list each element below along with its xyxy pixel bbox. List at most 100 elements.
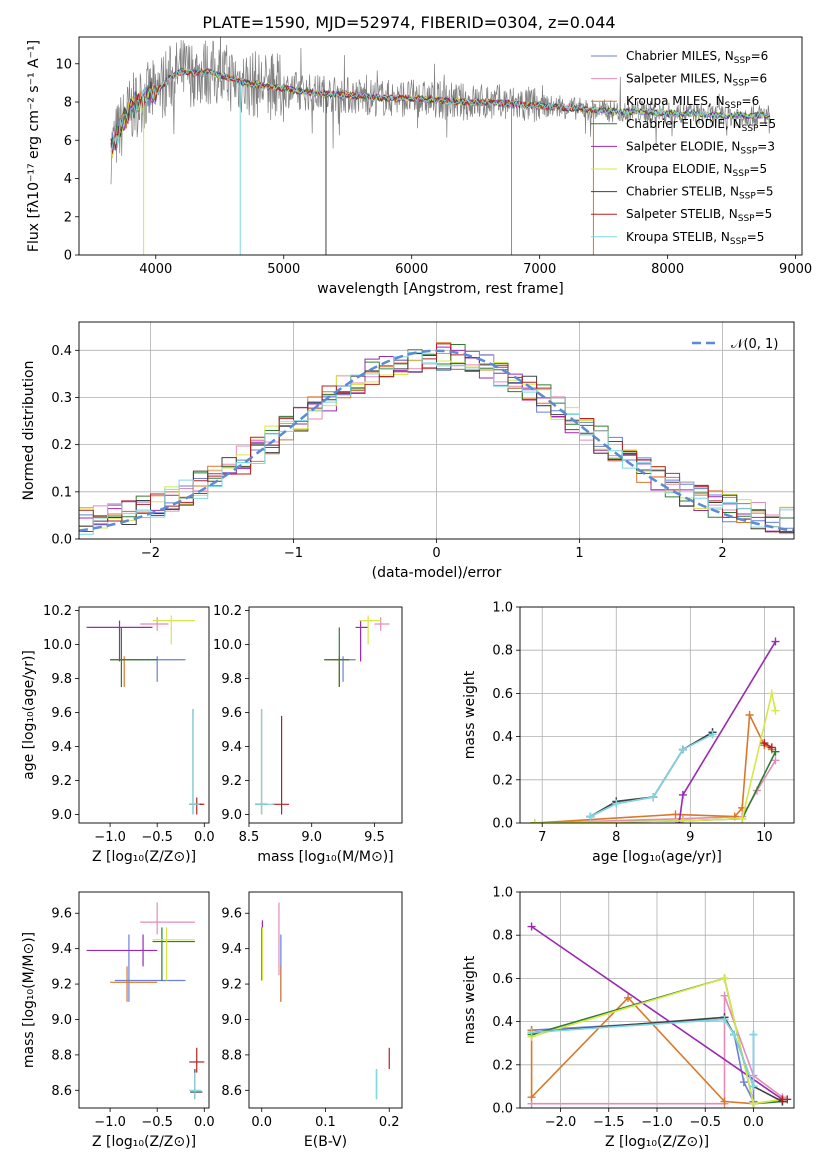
x-tick-label: 0.0 <box>194 830 215 845</box>
legend-label: Salpeter STELIB, NSSP=5 <box>626 207 772 224</box>
panel-2: −2 −1 0 1 2 0.0 0.1 0.2 0.3 0.4 (data-model)/error… <box>21 321 795 581</box>
panel-1: 4000 5000 6000 7000 8000 9000 0 2 4 6 8 10 wavelengt… <box>26 13 812 297</box>
y-tick-label: 2 <box>64 210 72 225</box>
x-tick-label: −0.5 <box>141 1115 173 1130</box>
x-tick-label: 1 <box>575 546 583 561</box>
axes-frame <box>248 891 403 1109</box>
y-tick-label: 9.6 <box>51 706 72 721</box>
mass-weight-marker <box>771 637 780 646</box>
x-tick-label: −1.5 <box>593 1115 625 1130</box>
axes-frame <box>519 606 795 824</box>
legend-label: 𝒩(0, 1) <box>731 337 778 352</box>
y-tick-label: 1.0 <box>492 886 513 901</box>
y-tick-label: 9.4 <box>221 942 242 957</box>
x-tick-label: 0.1 <box>315 1115 336 1130</box>
mass-weight-marker <box>760 739 769 748</box>
model-spectrum-9 <box>110 68 771 155</box>
mass-weight-line-7 <box>589 731 713 818</box>
x-tick-label: 7000 <box>523 262 556 277</box>
histogram-9 <box>79 352 794 535</box>
mass-weight-marker <box>678 816 687 823</box>
mass-weight-marker <box>771 706 780 715</box>
x-tick-label: 0.2 <box>379 1115 400 1130</box>
y-axis-label: mass weight <box>462 670 478 759</box>
y-tick-label: 9.4 <box>221 740 242 755</box>
axes-frame <box>78 36 803 256</box>
x-tick-label: −0.5 <box>689 1115 721 1130</box>
mass-weight-line-6 <box>531 977 783 1105</box>
mass-weight-marker <box>708 730 717 739</box>
y-tick-label: 9.0 <box>221 808 242 823</box>
mass-weight-marker <box>767 743 776 752</box>
mass-weight-marker <box>771 756 780 765</box>
x-tick-label: 9.0 <box>301 830 322 845</box>
y-tick-label: 6 <box>64 134 72 149</box>
x-axis-label: age [log₁₀(age/yr)] <box>592 849 722 865</box>
legend-label: Kroupa MILES, NSSP=6 <box>626 94 759 111</box>
axes-frame <box>78 606 210 824</box>
x-tick-label: 10 <box>756 830 773 845</box>
y-tick-label: 9.2 <box>51 978 72 993</box>
y-tick-label: 0.2 <box>492 1058 513 1073</box>
x-axis-label: wavelength [Angstrom, rest frame] <box>317 281 563 297</box>
y-tick-label: 1.0 <box>492 601 513 616</box>
y-tick-label: 8.6 <box>221 1084 242 1099</box>
y-tick-label: 0.0 <box>492 1102 513 1117</box>
x-tick-label: 6000 <box>395 262 428 277</box>
mass-weight-line-8 <box>763 742 773 749</box>
x-tick-label: 9000 <box>779 262 812 277</box>
mass-weight-marker <box>745 711 754 719</box>
panel-5: 7 8 9 10 0.0 0.2 0.4 0.6 0.8 1.0 age [log₁₀(age/yr… <box>462 601 795 865</box>
mass-weight-marker <box>678 790 687 799</box>
y-tick-label: 0.4 <box>51 344 72 359</box>
mass-weight-marker <box>749 1099 758 1108</box>
y-tick-label: 0.0 <box>492 817 513 832</box>
plot-area <box>86 615 205 815</box>
panel-title: PLATE=1590, MJD=52974, FIBERID=0304, z=0… <box>202 13 615 32</box>
y-tick-label: 9.0 <box>221 1013 242 1028</box>
mass-weight-marker <box>749 1082 758 1091</box>
y-tick-label: 9.4 <box>51 942 72 957</box>
mass-weight-line-3 <box>534 712 773 823</box>
y-tick-label: 0.4 <box>492 730 513 745</box>
mass-weight-marker <box>678 745 687 754</box>
legend-label: Kroupa ELODIE, NSSP=5 <box>626 162 767 179</box>
y-tick-label: 10.0 <box>213 638 242 653</box>
y-tick-label: 9.2 <box>221 978 242 993</box>
mass-weight-marker <box>720 1015 729 1024</box>
legend-label: Kroupa STELIB, NSSP=5 <box>626 230 764 247</box>
legend-label: Chabrier MILES, NSSP=6 <box>626 49 768 66</box>
x-axis-label: Z [log₁₀(Z/Z⊙)] <box>605 1134 709 1150</box>
legend-label: Salpeter MILES, NSSP=6 <box>626 72 767 89</box>
legend-label: Chabrier ELODIE, NSSP=5 <box>626 117 776 134</box>
mass-weight-line-1 <box>531 1018 755 1102</box>
axes-frame <box>519 891 795 1109</box>
mass-weight-marker <box>720 1097 729 1106</box>
x-tick-label: −2 <box>141 546 160 561</box>
y-tick-label: 0.0 <box>51 533 72 548</box>
mass-weight-line-5 <box>531 925 783 1101</box>
x-tick-label: 8.5 <box>239 830 260 845</box>
y-tick-label: 8.6 <box>51 1084 72 1099</box>
x-tick-label: −1.0 <box>641 1115 673 1130</box>
x-tick-label: 7 <box>538 830 546 845</box>
mass-weight-marker <box>624 993 633 1002</box>
x-tick-label: −1 <box>284 546 303 561</box>
mass-weight-marker <box>530 819 539 823</box>
mass-weight-line-9 <box>531 1018 755 1087</box>
y-tick-label: 9.2 <box>51 774 72 789</box>
y-tick-label: 9.4 <box>51 740 72 755</box>
legend-label: Chabrier STELIB, NSSP=5 <box>626 185 774 202</box>
x-tick-label: 0.0 <box>194 1115 215 1130</box>
x-tick-label: 0.0 <box>251 1115 272 1130</box>
mass-weight-marker <box>527 1093 536 1102</box>
y-tick-label: 9.0 <box>51 808 72 823</box>
plot-area <box>530 637 780 823</box>
mass-weight-line-1 <box>590 731 713 818</box>
x-tick-label: −1.0 <box>94 830 126 845</box>
y-tick-label: 10 <box>55 57 72 72</box>
y-tick-label: 0.4 <box>492 1015 513 1030</box>
x-tick-label: 8 <box>612 830 620 845</box>
y-axis-label: Flux [fλ10⁻¹⁷ erg cm⁻² s⁻¹ A⁻¹] <box>26 40 42 252</box>
